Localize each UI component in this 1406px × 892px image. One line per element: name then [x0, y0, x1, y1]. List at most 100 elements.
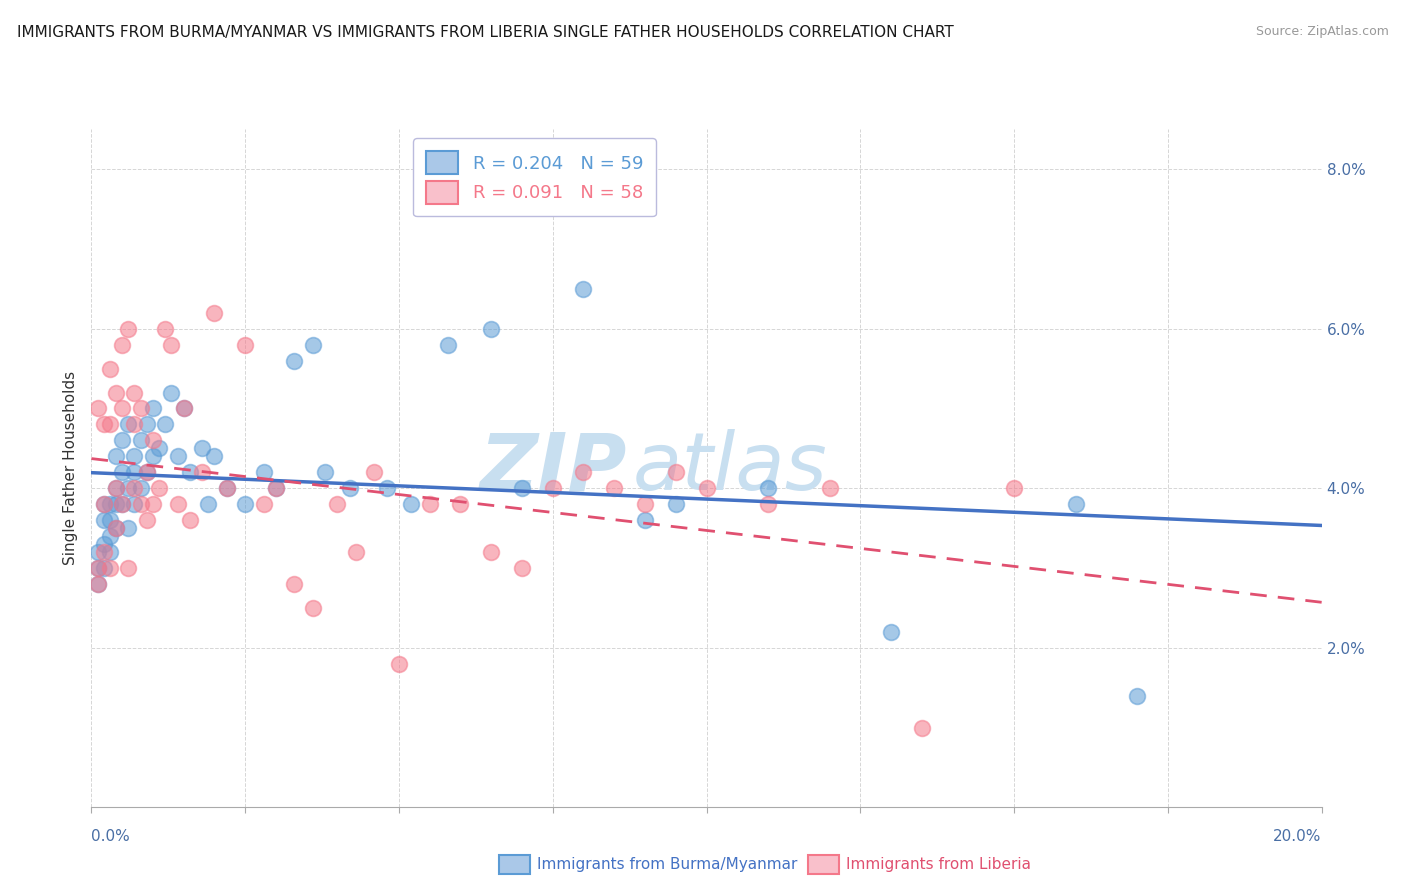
Point: [93, 537, 115, 551]
Point: [93, 545, 115, 559]
Text: Source: ZipAtlas.com: Source: ZipAtlas.com: [1256, 25, 1389, 38]
Point: [98, 513, 121, 527]
Point: [233, 337, 256, 351]
Point: [86, 545, 108, 559]
Point: [98, 361, 121, 376]
Point: [437, 337, 460, 351]
Point: [510, 481, 533, 495]
Text: 0.0%: 0.0%: [91, 830, 131, 844]
Point: [93, 417, 115, 432]
Point: [665, 465, 688, 479]
Point: [153, 322, 177, 336]
Point: [419, 497, 441, 511]
Point: [142, 450, 165, 464]
Point: [124, 385, 146, 400]
Point: [142, 401, 165, 416]
Point: [911, 721, 934, 735]
Point: [166, 497, 188, 511]
Point: [160, 337, 183, 351]
Point: [202, 306, 225, 320]
Point: [264, 481, 287, 495]
Point: [541, 481, 564, 495]
Point: [129, 497, 152, 511]
Point: [86, 561, 108, 575]
Point: [215, 481, 238, 495]
Point: [253, 497, 276, 511]
Point: [86, 577, 108, 591]
Point: [93, 497, 115, 511]
Point: [93, 561, 115, 575]
Point: [135, 465, 157, 479]
Point: [756, 481, 779, 495]
Point: [111, 497, 134, 511]
Point: [135, 513, 157, 527]
Point: [105, 521, 127, 535]
Point: [215, 481, 238, 495]
Point: [148, 481, 170, 495]
Point: [117, 417, 139, 432]
Point: [314, 465, 336, 479]
Point: [105, 385, 127, 400]
Point: [160, 385, 183, 400]
Point: [634, 497, 657, 511]
Point: [124, 481, 146, 495]
Point: [98, 529, 121, 543]
Point: [166, 450, 188, 464]
Point: [283, 353, 305, 368]
Point: [449, 497, 471, 511]
Point: [111, 434, 134, 448]
Point: [98, 561, 121, 575]
Point: [880, 624, 903, 639]
Point: [634, 513, 657, 527]
Point: [665, 497, 688, 511]
Text: Immigrants from Burma/Myanmar: Immigrants from Burma/Myanmar: [537, 857, 797, 871]
Legend: R = 0.204   N = 59, R = 0.091   N = 58: R = 0.204 N = 59, R = 0.091 N = 58: [413, 138, 655, 217]
Point: [301, 337, 323, 351]
Point: [191, 442, 214, 456]
Point: [117, 481, 139, 495]
Point: [191, 465, 214, 479]
Point: [179, 513, 201, 527]
Point: [105, 521, 127, 535]
Point: [135, 417, 157, 432]
Point: [572, 282, 595, 296]
Point: [339, 481, 361, 495]
Text: Immigrants from Liberia: Immigrants from Liberia: [846, 857, 1032, 871]
Point: [202, 450, 225, 464]
Point: [124, 497, 146, 511]
Point: [179, 465, 201, 479]
Point: [253, 465, 276, 479]
Text: IMMIGRANTS FROM BURMA/MYANMAR VS IMMIGRANTS FROM LIBERIA SINGLE FATHER HOUSEHOLD: IMMIGRANTS FROM BURMA/MYANMAR VS IMMIGRA…: [17, 25, 953, 40]
Point: [111, 401, 134, 416]
Point: [301, 600, 323, 615]
Point: [124, 450, 146, 464]
Point: [117, 521, 139, 535]
Point: [117, 322, 139, 336]
Point: [264, 481, 287, 495]
Point: [510, 561, 533, 575]
Point: [818, 481, 841, 495]
Point: [93, 497, 115, 511]
Point: [105, 481, 127, 495]
Point: [388, 657, 411, 671]
Point: [696, 481, 718, 495]
Point: [197, 497, 219, 511]
Point: [148, 442, 170, 456]
Point: [124, 465, 146, 479]
Point: [111, 497, 134, 511]
Point: [111, 465, 134, 479]
Text: 20.0%: 20.0%: [1274, 830, 1322, 844]
Point: [105, 497, 127, 511]
Point: [142, 497, 165, 511]
Point: [153, 417, 177, 432]
Point: [129, 434, 152, 448]
Point: [86, 401, 108, 416]
Point: [135, 465, 157, 479]
Point: [283, 577, 305, 591]
Point: [173, 401, 195, 416]
Point: [124, 417, 146, 432]
Text: ZIP: ZIP: [479, 429, 627, 508]
Point: [756, 497, 779, 511]
Point: [173, 401, 195, 416]
Y-axis label: Single Father Households: Single Father Households: [62, 371, 77, 566]
